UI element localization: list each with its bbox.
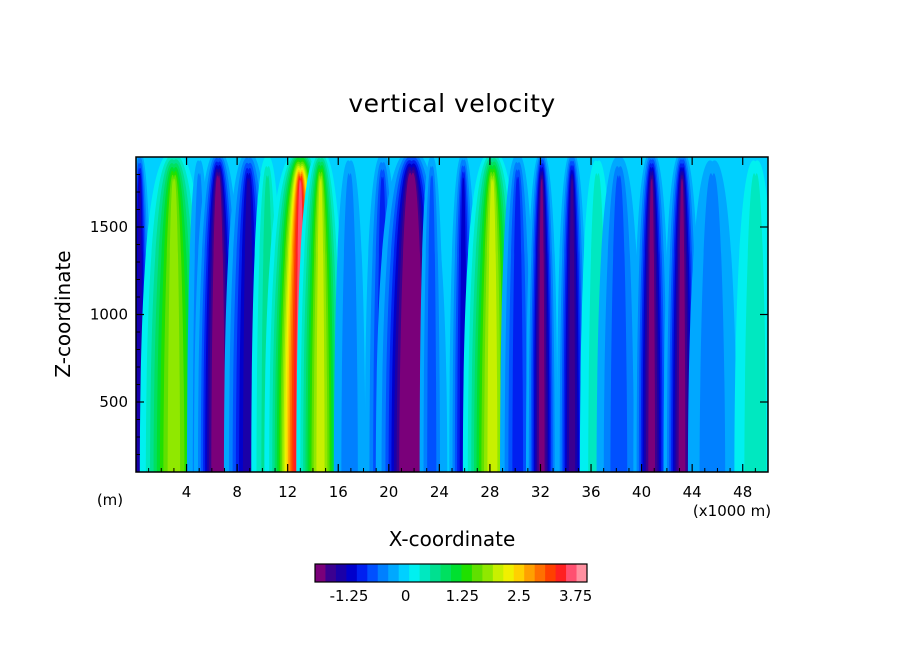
x-tick-label: 28 [480,483,499,501]
y-tick-label: 1000 [90,306,128,324]
contour-band [678,178,686,472]
x-tick-label: 32 [531,483,550,501]
colorbar-frame [314,563,588,583]
contour-band [569,178,576,472]
colorbar-swatch [503,564,515,582]
colorbar-swatch [524,564,536,582]
colorbar-tick-label: -1.25 [330,587,369,605]
colorbar-swatch [367,564,379,582]
colorbar-swatch [471,564,483,582]
colorbar-swatch [325,564,337,582]
x-tick-label: 12 [278,483,297,501]
contour-band [167,178,181,472]
x-tick-label: 36 [581,483,600,501]
x-tick-label: 24 [430,483,449,501]
colorbar-swatch [534,564,546,582]
colorbar-swatch [566,564,577,582]
x-unit-right-label: (x1000 m) [693,502,771,520]
colorbar-swatch [430,564,441,582]
colorbar-swatch [419,564,431,582]
x-tick-label: 16 [329,483,348,501]
colorbar-swatch [492,564,504,582]
colorbar-swatch [440,564,452,582]
colorbar-swatch [576,564,588,582]
colorbar-tick-label: 2.5 [507,587,531,605]
colorbar: -1.25 0 1.25 2.5 3.75 [314,563,592,605]
contour-band [405,179,418,472]
contour-band [648,178,656,472]
y-axis-label: Z-coordinate [51,250,75,377]
contour-band [427,175,437,472]
contour-band [699,173,726,472]
plot-area [136,157,768,472]
contour-band [487,179,498,472]
contour-field [136,157,768,472]
contour-band [538,178,545,472]
contour-band [341,173,358,472]
x-tick-label: 4 [182,483,192,501]
x-tick-label: 40 [632,483,651,501]
colorbar-swatch [482,564,494,582]
colorbar-tick-label: 3.75 [559,587,592,605]
colorbar-swatch [335,564,347,582]
chart-title: vertical velocity [348,89,555,118]
contour-band [214,179,223,472]
x-tick-label: 20 [379,483,398,501]
contour-band [242,178,255,472]
x-axis-label: X-coordinate [389,527,516,551]
y-tick-label: 500 [99,393,128,411]
colorbar-swatch [513,564,525,582]
y-tick-label: 1500 [90,218,128,236]
colorbar-swatch [346,564,358,582]
colorbar-swatch [451,564,462,582]
colorbar-swatch [461,564,473,582]
contour-band [512,176,524,472]
colorbar-swatch [377,564,389,582]
colorbar-swatch [315,564,326,582]
colorbar-swatch [555,564,567,582]
colorbar-swatch [356,564,368,582]
contour-band [316,179,325,472]
colorbar-swatch [545,564,557,582]
x-tick-label: 44 [683,483,702,501]
contour-band [744,173,767,472]
colorbar-swatch [409,564,421,582]
x-unit-left-label: (m) [97,491,123,509]
colorbar-tick-label: 0 [401,587,411,605]
colorbar-swatch [398,564,410,582]
x-tick-label: 48 [733,483,752,501]
x-tick-label: 8 [232,483,242,501]
colorbar-tick-label: 1.25 [446,587,479,605]
colorbar-swatch [388,564,400,582]
contour-band [610,175,628,472]
